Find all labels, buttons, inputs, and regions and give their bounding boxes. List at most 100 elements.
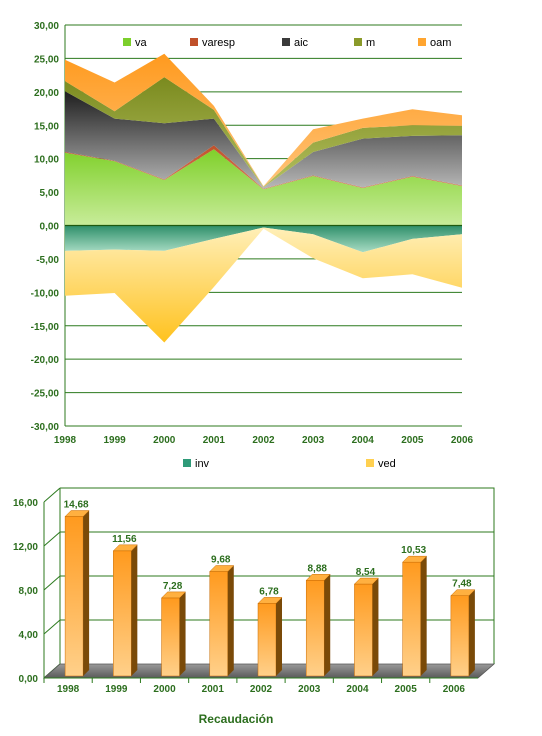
bar-2004: [354, 583, 373, 677]
area-series-ved: [65, 227, 462, 343]
area-x-tick-label: 2005: [401, 435, 424, 446]
area-y-tick-label: -30,00: [31, 422, 60, 433]
area-x-tick-label: 2006: [451, 435, 474, 446]
legend-swatch-va: [123, 38, 131, 46]
bar-2000: [161, 597, 180, 677]
bar-data-label: 8,88: [307, 563, 327, 574]
area-x-tick-label: 2001: [203, 435, 226, 446]
bar-x-tick-label: 2005: [395, 684, 418, 695]
bar-top-2002: [257, 597, 283, 604]
bar-x-tick-label: 2003: [298, 684, 321, 695]
bar-side-2006: [468, 589, 475, 676]
bar-data-label: 6,78: [259, 586, 279, 597]
bar-1998: [64, 516, 84, 677]
area-x-tick-label: 2000: [153, 435, 176, 446]
bar-side-2001: [227, 565, 234, 676]
bar-top-2001: [209, 565, 235, 572]
area-y-tick-label: 20,00: [34, 88, 59, 99]
area-series-inv: [65, 225, 462, 253]
bar-x-tick-label: 2001: [202, 684, 225, 695]
bar-y-tick-label: 12,00: [13, 542, 38, 553]
legend-label-va: va: [135, 37, 148, 49]
bar-x-tick-label: 2000: [153, 684, 176, 695]
bar-x-tick-label: 2004: [346, 684, 369, 695]
bar-top-2004: [353, 577, 380, 585]
bar-top-1998: [64, 510, 90, 517]
legend-label-m: m: [366, 37, 375, 49]
bar-2001: [209, 571, 229, 677]
area-series-m: [65, 77, 462, 188]
area-y-tick-label: 0,00: [40, 222, 60, 233]
area-x-tick-label: 2002: [252, 435, 275, 446]
bar-y-tick-label: 0,00: [19, 674, 39, 685]
area-y-tick-label: -10,00: [31, 288, 60, 299]
area-chart: 30,00 25,00 20,00 15,00 10,00 5,00 0,00 -5,00 -1…: [31, 21, 474, 470]
bar-top-2006: [450, 589, 476, 596]
bar-x-tick-label: 2002: [250, 684, 273, 695]
area-y-tick-label: -25,00: [31, 389, 60, 400]
legend-label-aic: aic: [294, 37, 309, 49]
area-x-tick-label: 1998: [54, 435, 77, 446]
bar-top-2000: [160, 591, 187, 599]
bar-data-label: 7,48: [452, 579, 472, 590]
bar-top-1999: [112, 544, 138, 552]
area-series-oam: [65, 53, 462, 187]
bar-chart: 16,00 12,00 8,00 4,00 0,00 14,68 1998 11,56 1999…: [13, 487, 496, 726]
bar-2005: [402, 561, 421, 677]
bar-x-tick-label: 2006: [443, 684, 466, 695]
bar-side-1998: [83, 510, 90, 676]
area-y-tick-label: 5,00: [40, 188, 60, 199]
area-y-tick-label: 30,00: [34, 21, 59, 32]
legend-swatch-oam: [418, 38, 426, 46]
bar-data-label: 8,54: [356, 567, 376, 578]
legend-swatch-aic: [282, 38, 290, 46]
bar-side-2003: [324, 574, 331, 676]
bar-side-2004: [372, 578, 379, 676]
bar-y-tick-label: 4,00: [19, 630, 39, 641]
area-y-tick-label: 10,00: [34, 155, 59, 166]
bar-top-2003: [305, 574, 331, 581]
bar-y-tick-label: 16,00: [13, 498, 38, 509]
bar-data-label: 7,28: [163, 581, 183, 592]
area-y-tick-label: -20,00: [31, 355, 60, 366]
bar-y-tick-label: 8,00: [19, 586, 39, 597]
bar-data-label: 11,56: [112, 534, 137, 545]
area-y-tick-label: -15,00: [31, 322, 60, 333]
legend-swatch-m: [354, 38, 362, 46]
area-series-aic: [65, 91, 462, 189]
area-x-tick-label: 1999: [104, 435, 127, 446]
bar-2003: [305, 580, 325, 677]
bar-side-gridline: [43, 487, 61, 503]
bar-data-label: 10,53: [401, 545, 426, 556]
legend-label-ved: ved: [378, 458, 396, 470]
bar-side-gridline: [43, 531, 61, 547]
bar-2006: [450, 595, 470, 677]
area-y-tick-label: 15,00: [34, 121, 59, 132]
area-y-tick-label: 25,00: [34, 54, 59, 65]
area-y-tick-label: -5,00: [36, 255, 59, 266]
bar-2002: [257, 603, 277, 677]
legend-label-oam: oam: [430, 37, 451, 49]
bar-side-gridline: [43, 575, 61, 591]
legend-swatch-varesp: [190, 38, 198, 46]
legend-label-inv: inv: [195, 458, 210, 470]
bar-side-gridline: [43, 619, 61, 635]
bar-side-2005: [420, 556, 427, 676]
area-x-tick-label: 2003: [302, 435, 325, 446]
area-x-tick-label: 2004: [352, 435, 375, 446]
bar-chart-title: Recaudación: [199, 712, 274, 726]
bar-side-2000: [179, 591, 186, 676]
bar-side-1999: [131, 544, 138, 676]
legend-label-varesp: varesp: [202, 37, 235, 49]
bar-data-label: 9,68: [211, 555, 231, 566]
bar-data-label: 14,68: [64, 500, 89, 511]
bar-x-tick-label: 1999: [105, 684, 128, 695]
legend-swatch-ved: [366, 459, 374, 467]
bar-1999: [113, 550, 132, 677]
bar-x-tick-label: 1998: [57, 684, 80, 695]
area-series-va: [65, 149, 462, 226]
legend-swatch-inv: [183, 459, 191, 467]
bar-top-2005: [402, 555, 428, 563]
bar-side-2002: [276, 597, 282, 676]
